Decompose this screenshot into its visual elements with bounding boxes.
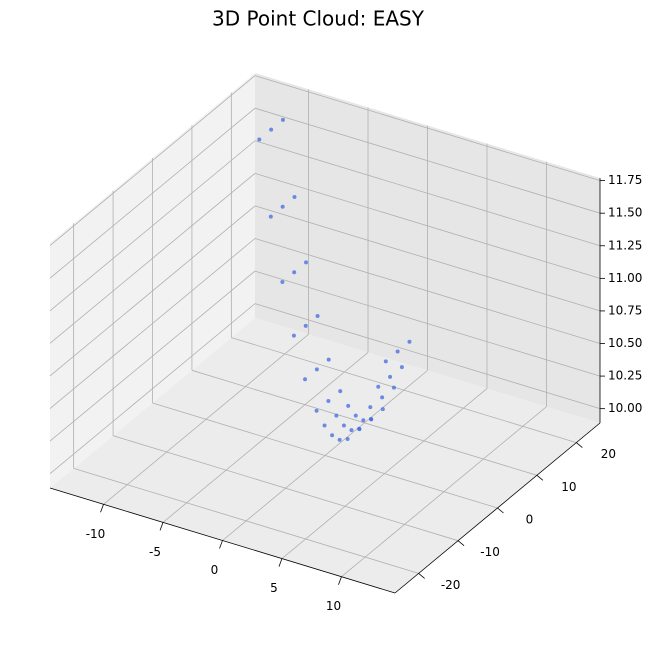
y-tick-label: -20 [441, 578, 461, 592]
tick-mark [418, 573, 425, 579]
tick-mark [536, 475, 544, 481]
grid-line [49, 75, 256, 246]
x-axis-line [49, 487, 396, 594]
x-tick-label: -10 [86, 527, 106, 541]
point [303, 323, 308, 328]
grid-line [254, 172, 601, 279]
point [314, 408, 319, 413]
grid-line [112, 435, 459, 542]
point [346, 403, 351, 408]
point [380, 395, 385, 400]
grid-line [254, 270, 601, 377]
grid-line [254, 107, 601, 214]
x-tick-label: 10 [326, 599, 341, 613]
point [337, 437, 342, 442]
point [322, 423, 327, 428]
point [280, 204, 285, 209]
y-tick-label: 10 [561, 480, 576, 494]
grid-line [254, 303, 601, 410]
grid-line [152, 402, 498, 509]
z-tick-label: 11.50 [608, 206, 642, 220]
z-tick-label: 11.25 [608, 238, 642, 252]
point [257, 137, 262, 142]
grid-line [231, 337, 577, 443]
tick-mark [159, 522, 164, 531]
point [326, 398, 331, 403]
point [315, 314, 320, 319]
grid-line [49, 303, 256, 474]
grid-line [191, 369, 538, 476]
grid-line [49, 107, 256, 279]
point [369, 417, 374, 422]
point [334, 413, 339, 418]
point [268, 214, 273, 219]
tick-mark [338, 576, 342, 585]
z-tick-label: 10.25 [608, 369, 642, 383]
point [330, 433, 335, 438]
point [303, 377, 308, 382]
grid-line [49, 140, 256, 312]
z-tick-label: 10.50 [608, 336, 642, 350]
grid-line [49, 238, 256, 409]
point [353, 413, 358, 418]
grid-line [49, 173, 256, 344]
point [292, 270, 297, 275]
point [341, 423, 346, 428]
point [357, 427, 362, 432]
tick-mark [219, 540, 223, 549]
point [383, 359, 388, 364]
z-tick-label: 10.00 [608, 401, 642, 415]
point [326, 357, 331, 362]
grid-line [254, 238, 601, 344]
point [338, 389, 343, 394]
grid-line [49, 205, 256, 377]
point [291, 333, 296, 338]
point [376, 384, 381, 389]
point [391, 385, 396, 390]
point [368, 405, 373, 410]
grid-line [49, 270, 256, 442]
grid-line [254, 205, 601, 312]
x-tick-label: -5 [149, 545, 161, 559]
chart-title: 3D Point Cloud: EASY [212, 7, 425, 31]
y-tick-label: -10 [480, 545, 500, 559]
point [304, 260, 309, 265]
y-axis-line [394, 422, 601, 594]
tick-mark [278, 558, 283, 567]
grid-line [73, 468, 419, 574]
grid-line [254, 140, 601, 247]
point [314, 367, 319, 372]
z-tick-label: 10.75 [608, 303, 642, 317]
x-tick-label: 0 [211, 563, 219, 577]
point [349, 428, 354, 433]
z-tick-label: 11.75 [608, 173, 642, 187]
point [292, 194, 297, 199]
tick-mark [576, 442, 583, 448]
tick-mark [497, 507, 504, 514]
y-tick-label: 0 [526, 513, 534, 527]
point [399, 365, 404, 370]
point [380, 407, 385, 412]
point [395, 349, 400, 354]
tick-mark [457, 540, 465, 546]
z-tick-label: 11.00 [608, 271, 642, 285]
x-tick-label: 5 [270, 581, 278, 595]
grid-line [254, 75, 601, 181]
point [407, 339, 412, 344]
point [345, 436, 350, 441]
tick-mark [100, 504, 104, 513]
y-tick-label: 20 [601, 447, 616, 461]
point [388, 374, 393, 379]
point [269, 127, 274, 132]
point [280, 117, 285, 122]
point [361, 418, 366, 423]
point [280, 279, 285, 284]
